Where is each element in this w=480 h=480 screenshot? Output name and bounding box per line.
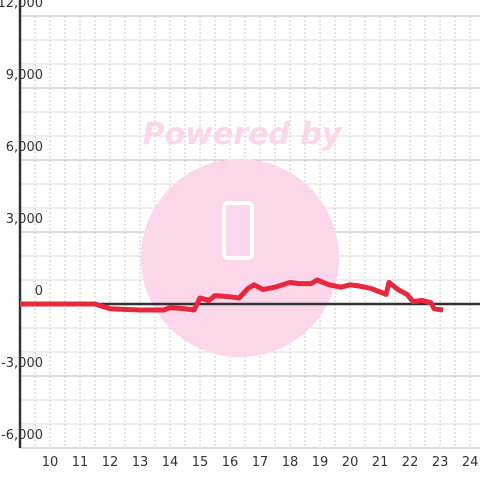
watermark: Powered by [141, 117, 343, 357]
y-tick-label: 3,000 [6, 212, 43, 227]
y-tick-label: 12,000 [0, 0, 43, 11]
y-tick-label: 6,000 [6, 140, 43, 155]
watermark-icon [222, 201, 254, 260]
x-tick-label: 10 [42, 455, 59, 470]
grid [20, 15, 480, 449]
x-tick-label: 12 [102, 455, 119, 470]
x-tick-label: 15 [192, 455, 209, 470]
x-tick-label: 14 [162, 455, 179, 470]
x-tick-label: 22 [402, 455, 419, 470]
y-tick-label: -6,000 [1, 428, 43, 443]
x-tick-label: 13 [132, 455, 149, 470]
y-tick-label: 0 [35, 284, 43, 299]
y-tick-label: 9,000 [6, 68, 43, 83]
x-tick-label: 17 [252, 455, 269, 470]
data-line [20, 277, 444, 313]
x-tick-label: 19 [312, 455, 329, 470]
x-tick-label: 18 [282, 455, 299, 470]
x-tick-label: 11 [72, 455, 89, 470]
y-tick-label: -3,000 [1, 356, 43, 371]
x-tick-label: 21 [372, 455, 389, 470]
watermark-text: Powered by [143, 117, 343, 152]
x-tick-label: 20 [342, 455, 359, 470]
x-tick-label: 23 [432, 455, 449, 470]
x-tick-label: 16 [222, 455, 239, 470]
x-tick-label: 24 [462, 455, 479, 470]
